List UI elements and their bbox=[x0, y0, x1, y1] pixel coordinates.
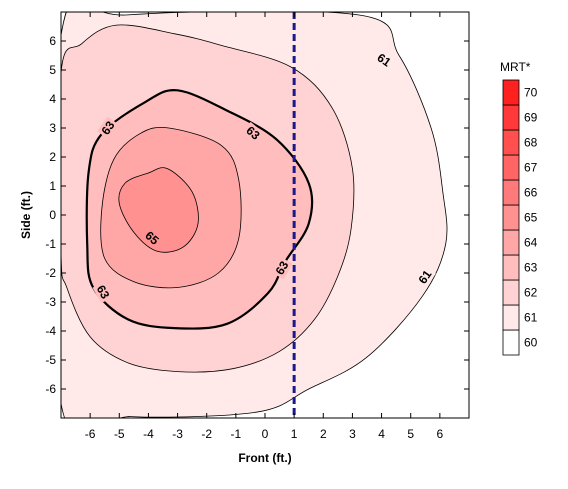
legend-swatch-60 bbox=[502, 329, 520, 356]
x-tick-label: 0 bbox=[262, 427, 269, 441]
axis-layer: -6 -5 -4 -3 -2 -1 0 1 2 3 4 5 6 -6 -5 -4 -3 -2 -1 0 1 2 3 4 5 6 bbox=[45, 12, 469, 441]
legend-title: MRT* bbox=[500, 60, 531, 74]
x-tick-label: -5 bbox=[114, 427, 125, 441]
contour-label-layer: 61 61 63 63 63 63 65 bbox=[92, 49, 436, 304]
y-tick-label: -5 bbox=[45, 353, 56, 367]
legend-swatch-66 bbox=[502, 179, 520, 206]
x-tick-label: -3 bbox=[172, 427, 183, 441]
contour-line-65 bbox=[118, 167, 199, 253]
contour-line-layer bbox=[61, 12, 448, 418]
contour-label-63: 63 bbox=[271, 256, 293, 280]
y-tick-label: -6 bbox=[45, 382, 56, 396]
contour-fill-layer bbox=[61, 12, 448, 418]
legend-swatch-70 bbox=[502, 79, 520, 106]
y-tick-label: 0 bbox=[49, 208, 56, 222]
legend-label-70: 70 bbox=[524, 86, 538, 100]
x-tick-label: -2 bbox=[201, 427, 212, 441]
legend-label-61: 61 bbox=[524, 311, 538, 325]
legend-swatch-63 bbox=[502, 254, 520, 281]
y-tick-label: -4 bbox=[45, 324, 56, 338]
legend-swatch-65 bbox=[502, 204, 520, 231]
svg-text:63: 63 bbox=[94, 283, 113, 302]
colorbar-legend: MRT* 60 61 62 63 64 65 66 67 68 69 70 bbox=[500, 60, 538, 356]
x-tick-label: 5 bbox=[407, 427, 414, 441]
contour-region-65 bbox=[118, 167, 199, 253]
contour-label-61: 61 bbox=[372, 49, 396, 71]
x-tick-label: 2 bbox=[320, 427, 327, 441]
legend-swatch-61 bbox=[502, 304, 520, 331]
legend-label-68: 68 bbox=[524, 136, 538, 150]
y-tick-label: -3 bbox=[45, 295, 56, 309]
x-axis-title: Front (ft.) bbox=[238, 451, 291, 465]
legend-label-63: 63 bbox=[524, 261, 538, 275]
contour-line-62 bbox=[61, 24, 355, 373]
legend-label-67: 67 bbox=[524, 161, 538, 175]
x-tick-label: 4 bbox=[378, 427, 385, 441]
y-tick-label: 1 bbox=[49, 179, 56, 193]
x-tick-label: -1 bbox=[231, 427, 242, 441]
x-tick-label: 6 bbox=[437, 427, 444, 441]
x-tick-label: 3 bbox=[349, 427, 356, 441]
contour-label-63: 63 bbox=[92, 280, 114, 304]
legend-swatch-62 bbox=[502, 279, 520, 306]
x-tick-label: -4 bbox=[143, 427, 154, 441]
contour-label-63: 63 bbox=[97, 116, 119, 140]
legend-label-62: 62 bbox=[524, 286, 538, 300]
x-tick-label: 1 bbox=[291, 427, 298, 441]
legend-label-66: 66 bbox=[524, 186, 538, 200]
legend-label-60: 60 bbox=[524, 336, 538, 350]
legend-swatch-64 bbox=[502, 229, 520, 256]
legend-swatch-69 bbox=[502, 104, 520, 131]
contour-label-63: 63 bbox=[241, 121, 265, 145]
contour-line-63 bbox=[85, 88, 314, 330]
y-tick-label: 4 bbox=[49, 92, 56, 106]
contour-line-64 bbox=[100, 126, 242, 289]
legend-label-65: 65 bbox=[524, 211, 538, 225]
y-tick-label: 6 bbox=[49, 34, 56, 48]
legend-swatch-67 bbox=[502, 154, 520, 181]
contour-label-61: 61 bbox=[414, 265, 436, 289]
y-tick-label: 5 bbox=[49, 63, 56, 77]
y-tick-label: 3 bbox=[49, 121, 56, 135]
contour-label-65: 65 bbox=[140, 226, 164, 250]
legend-label-69: 69 bbox=[524, 111, 538, 125]
y-tick-label: -2 bbox=[45, 266, 56, 280]
y-tick-label: -1 bbox=[45, 237, 56, 251]
svg-text:63: 63 bbox=[273, 258, 292, 277]
y-axis-title: Side (ft.) bbox=[19, 191, 33, 239]
legend-label-64: 64 bbox=[524, 236, 538, 250]
x-tick-label: -6 bbox=[85, 427, 96, 441]
y-tick-label: 2 bbox=[49, 150, 56, 164]
contour-line-61 bbox=[61, 12, 448, 418]
legend-swatch-68 bbox=[502, 129, 520, 156]
